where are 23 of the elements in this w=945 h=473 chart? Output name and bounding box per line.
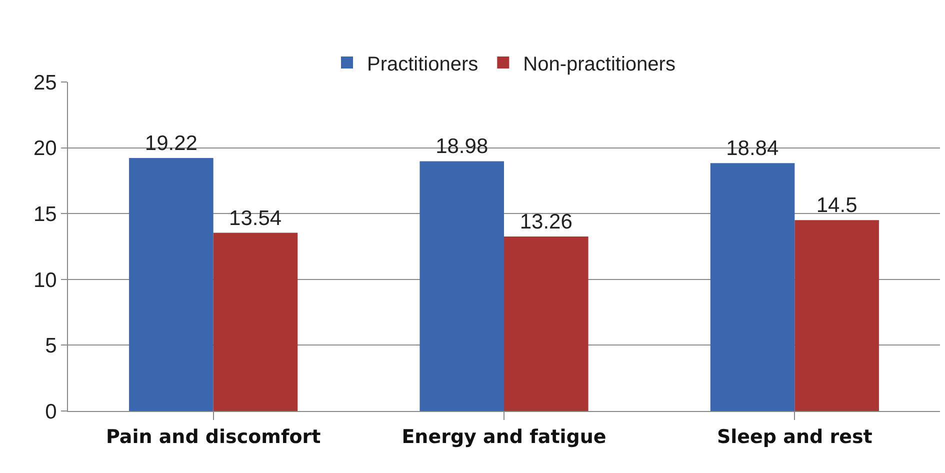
bar (129, 158, 214, 411)
bar (794, 220, 879, 411)
y-tick-label: 5 (45, 334, 57, 358)
bar (504, 236, 588, 411)
data-label: 18.84 (726, 137, 779, 160)
data-label: 19.22 (144, 132, 198, 156)
y-tick-label: 0 (45, 400, 57, 424)
bar (213, 232, 298, 411)
data-label: 13.54 (229, 206, 282, 230)
bar (710, 163, 795, 411)
legend-label: Practitioners (367, 53, 478, 76)
legend-label: Non-practitioners (523, 53, 676, 76)
x-tick-label: Pain and discomfort (106, 426, 321, 448)
y-tick-label: 20 (33, 137, 57, 160)
y-tick-label: 25 (33, 71, 57, 94)
bar (420, 161, 504, 411)
data-label: 14.5 (816, 194, 858, 218)
x-tick-label: Sleep and rest (716, 426, 872, 448)
y-tick-label: 10 (33, 268, 57, 292)
y-tick-label: 15 (33, 202, 57, 226)
data-label: 13.26 (520, 210, 572, 234)
x-tick-label: Energy and fatigue (402, 426, 606, 448)
data-label: 18.98 (436, 135, 488, 158)
